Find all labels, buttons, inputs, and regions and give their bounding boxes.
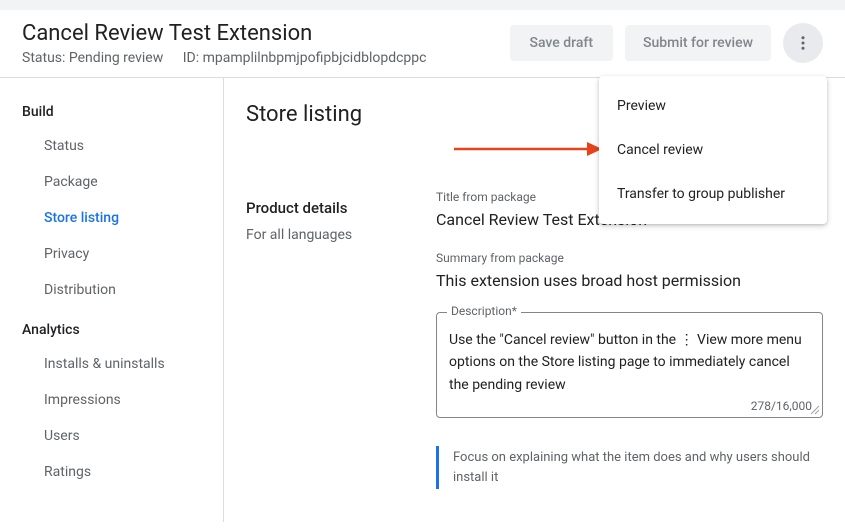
- nav-heading-analytics: Analytics: [0, 314, 223, 346]
- more-options-button[interactable]: [783, 23, 823, 63]
- summary-value: This extension uses broad host permissio…: [436, 271, 823, 290]
- sidebar-item-installs[interactable]: Installs & uninstalls: [0, 346, 223, 382]
- section-title: Store listing: [246, 102, 436, 127]
- description-label: Description*: [447, 304, 521, 318]
- sidebar-item-package[interactable]: Package: [0, 164, 223, 200]
- nav-group-analytics: Analytics Installs & uninstalls Impressi…: [0, 314, 223, 490]
- main-left-column: Store listing Product details For all la…: [246, 102, 436, 522]
- sidebar-item-ratings[interactable]: Ratings: [0, 454, 223, 490]
- annotation-arrow-icon: [452, 139, 602, 159]
- submit-review-button[interactable]: Submit for review: [625, 25, 771, 61]
- save-draft-button[interactable]: Save draft: [510, 25, 614, 61]
- resize-handle-icon[interactable]: [810, 405, 820, 415]
- header-meta: Status: Pending review ID: mpamplilnbpmj…: [22, 50, 510, 66]
- sidebar-item-users[interactable]: Users: [0, 418, 223, 454]
- sidebar-item-privacy[interactable]: Privacy: [0, 236, 223, 272]
- sidebar-item-distribution[interactable]: Distribution: [0, 272, 223, 308]
- help-text: Focus on explaining what the item does a…: [436, 446, 823, 489]
- more-vert-icon: [794, 34, 812, 52]
- more-options-menu: Preview Cancel review Transfer to group …: [599, 76, 827, 224]
- nav-group-build: Build Status Package Store listing Priva…: [0, 96, 223, 308]
- sidebar: Build Status Package Store listing Priva…: [0, 78, 224, 522]
- sidebar-item-status[interactable]: Status: [0, 128, 223, 164]
- product-details-heading: Product details: [246, 199, 436, 217]
- summary-label: Summary from package: [436, 251, 823, 265]
- menu-item-cancel-review[interactable]: Cancel review: [599, 128, 827, 172]
- menu-item-transfer[interactable]: Transfer to group publisher: [599, 172, 827, 216]
- id-text: ID: mpamplilnbpmjpofipbjcidblopdcppc: [183, 50, 427, 66]
- menu-item-preview[interactable]: Preview: [599, 84, 827, 128]
- sidebar-item-impressions[interactable]: Impressions: [0, 382, 223, 418]
- languages-note: For all languages: [246, 227, 436, 243]
- header-actions: Save draft Submit for review: [510, 21, 823, 63]
- page-title: Cancel Review Test Extension: [22, 21, 510, 46]
- top-strip: [0, 0, 845, 10]
- char-count: 278/16,000: [751, 399, 812, 413]
- nav-heading-build: Build: [0, 96, 223, 128]
- description-textarea[interactable]: Use the "Cancel review" button in the ⋮ …: [449, 329, 810, 397]
- description-field[interactable]: Description* Use the "Cancel review" but…: [436, 312, 823, 418]
- header-info: Cancel Review Test Extension Status: Pen…: [22, 21, 510, 66]
- sidebar-item-store-listing[interactable]: Store listing: [0, 200, 223, 236]
- page-header: Cancel Review Test Extension Status: Pen…: [0, 10, 845, 78]
- status-text: Status: Pending review: [22, 50, 163, 66]
